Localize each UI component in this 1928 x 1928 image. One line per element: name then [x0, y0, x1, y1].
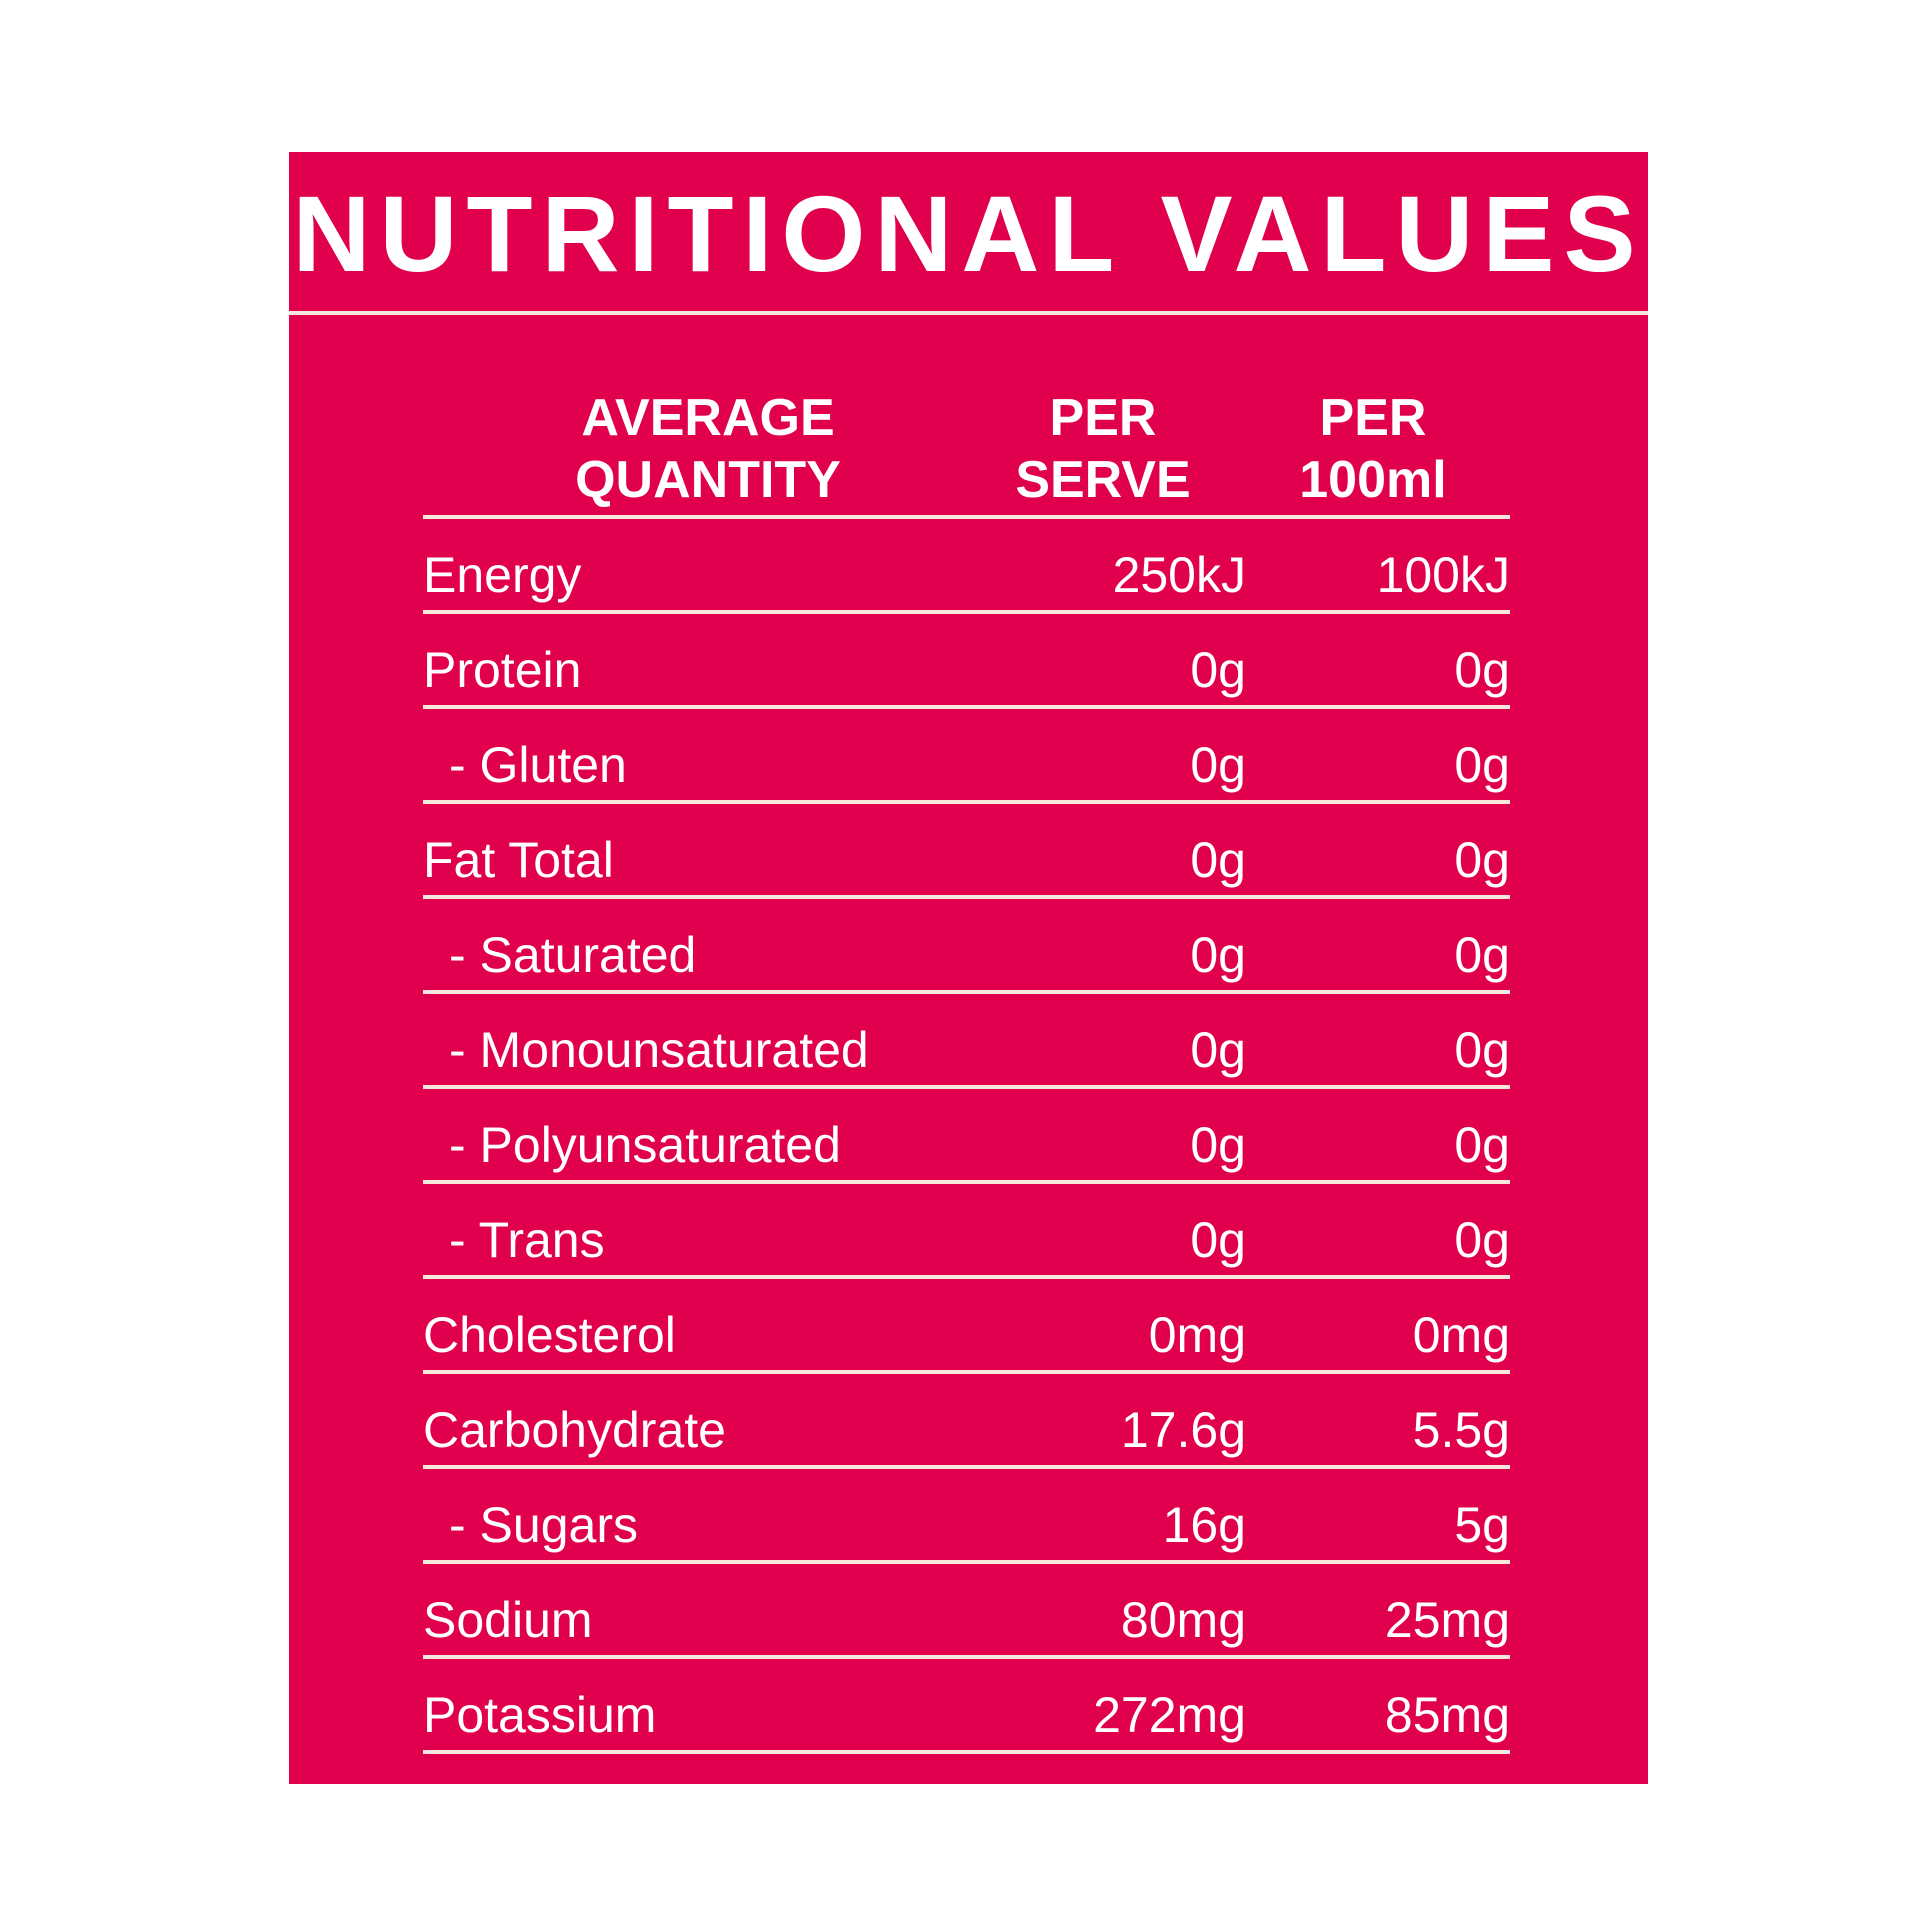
panel-title: NUTRITIONAL VALUES — [292, 172, 1645, 294]
nutrient-label: - Gluten — [449, 737, 627, 793]
table-row: Sodium 80mg 25mg — [423, 1564, 1510, 1659]
nutrient-label: Fat Total — [423, 832, 614, 888]
per-serve-value: 0g — [1190, 642, 1246, 698]
nutrient-label: - Sugars — [449, 1497, 638, 1553]
nutrient-label: Potassium — [423, 1687, 657, 1743]
per-serve-value: 80mg — [1120, 1592, 1246, 1648]
per-100ml-value: 0g — [1454, 1022, 1510, 1078]
nutrient-label: Protein — [423, 642, 582, 698]
header-per100-line2: 100ml — [1299, 451, 1447, 509]
per-100ml-value: 0g — [1454, 1212, 1510, 1268]
per-serve-value: 272mg — [1093, 1687, 1246, 1743]
table-row: Carbohydrate 17.6g 5.5g — [423, 1374, 1510, 1469]
nutrition-panel: NUTRITIONAL VALUES AVERAGE QUANTITY PER … — [289, 152, 1648, 1784]
table-row: - Trans 0g 0g — [423, 1184, 1510, 1279]
title-bar: NUTRITIONAL VALUES — [289, 152, 1648, 312]
table-row: - Monounsaturated 0g 0g — [423, 994, 1510, 1089]
table-row: Cholesterol 0mg 0mg — [423, 1279, 1510, 1374]
per-serve-value: 250kJ — [1112, 547, 1246, 603]
per-serve-value: 0g — [1190, 1212, 1246, 1268]
nutrient-label: Energy — [423, 547, 582, 603]
header-per-100ml: PER 100ml — [1243, 387, 1503, 511]
nutrient-label: - Saturated — [449, 927, 697, 983]
per-100ml-value: 5g — [1454, 1497, 1510, 1553]
per-serve-value: 16g — [1162, 1497, 1246, 1553]
nutrition-table: AVERAGE QUANTITY PER SERVE PER 100ml Ene… — [423, 381, 1510, 1754]
header-quantity-line1: AVERAGE — [581, 389, 835, 447]
header-serve-line2: SERVE — [1015, 451, 1191, 509]
table-row: Fat Total 0g 0g — [423, 804, 1510, 899]
per-100ml-value: 0g — [1454, 737, 1510, 793]
per-100ml-value: 5.5g — [1412, 1402, 1510, 1458]
per-serve-value: 0g — [1190, 832, 1246, 888]
table-row: Protein 0g 0g — [423, 614, 1510, 709]
nutrient-label: - Trans — [449, 1212, 605, 1268]
table-header: AVERAGE QUANTITY PER SERVE PER 100ml — [423, 381, 1510, 519]
per-100ml-value: 25mg — [1384, 1592, 1510, 1648]
header-quantity-line2: QUANTITY — [575, 451, 841, 509]
per-serve-value: 0g — [1190, 1022, 1246, 1078]
nutrient-label: - Polyunsaturated — [449, 1117, 841, 1173]
per-100ml-value: 0g — [1454, 832, 1510, 888]
table-row: - Saturated 0g 0g — [423, 899, 1510, 994]
nutrient-label: - Monounsaturated — [449, 1022, 869, 1078]
header-average-quantity: AVERAGE QUANTITY — [543, 387, 873, 511]
nutrient-label: Sodium — [423, 1592, 593, 1648]
table-body: Energy 250kJ 100kJ Protein 0g 0g - Gluten 0g 0g F… — [423, 519, 1510, 1754]
per-100ml-value: 0g — [1454, 1117, 1510, 1173]
per-100ml-value: 0mg — [1412, 1307, 1510, 1363]
table-row: Potassium 272mg 85mg — [423, 1659, 1510, 1754]
header-per-serve: PER SERVE — [988, 387, 1218, 511]
header-serve-line1: PER — [1049, 389, 1157, 447]
per-serve-value: 0g — [1190, 927, 1246, 983]
table-row: - Gluten 0g 0g — [423, 709, 1510, 804]
per-serve-value: 17.6g — [1120, 1402, 1246, 1458]
nutrient-label: Carbohydrate — [423, 1402, 726, 1458]
per-100ml-value: 100kJ — [1376, 547, 1510, 603]
per-serve-value: 0mg — [1148, 1307, 1246, 1363]
per-100ml-value: 85mg — [1384, 1687, 1510, 1743]
nutrient-label: Cholesterol — [423, 1307, 676, 1363]
header-per100-line1: PER — [1319, 389, 1427, 447]
per-serve-value: 0g — [1190, 1117, 1246, 1173]
per-100ml-value: 0g — [1454, 642, 1510, 698]
table-row: - Polyunsaturated 0g 0g — [423, 1089, 1510, 1184]
table-row: Energy 250kJ 100kJ — [423, 519, 1510, 614]
title-divider — [289, 311, 1648, 315]
per-serve-value: 0g — [1190, 737, 1246, 793]
table-row: - Sugars 16g 5g — [423, 1469, 1510, 1564]
per-100ml-value: 0g — [1454, 927, 1510, 983]
